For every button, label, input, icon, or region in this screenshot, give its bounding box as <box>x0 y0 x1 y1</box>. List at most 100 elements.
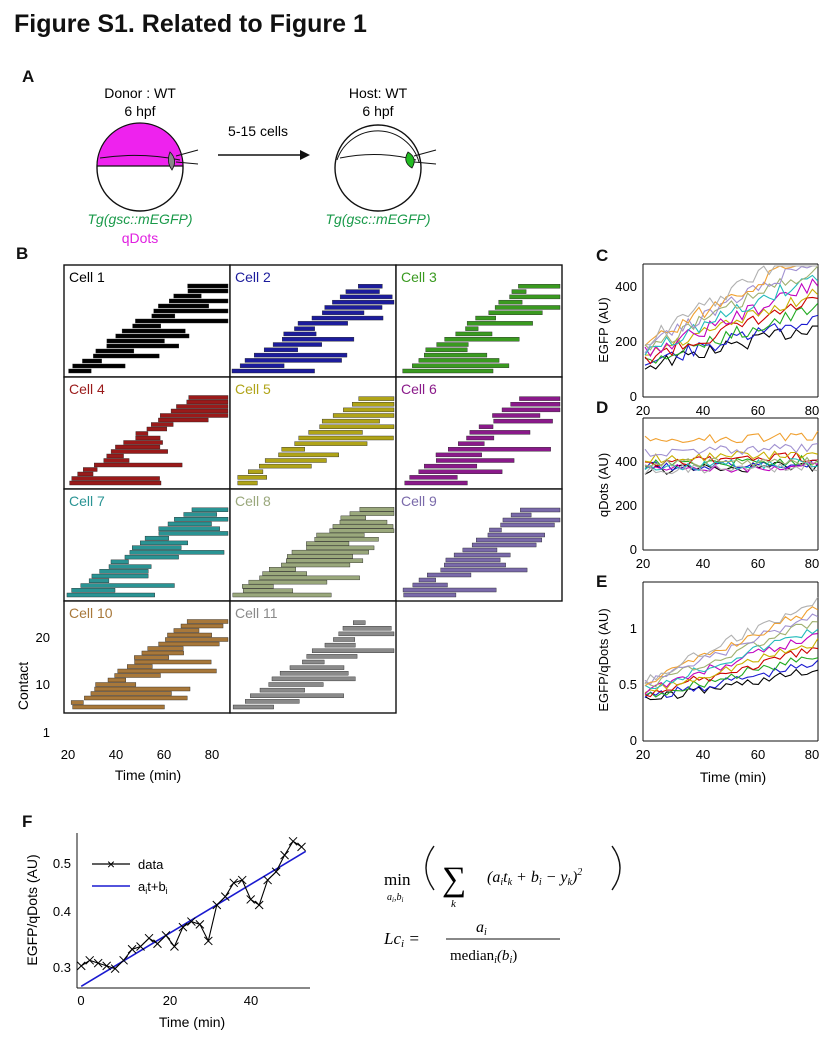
contact-bar <box>70 700 84 705</box>
contact-bar <box>412 582 448 588</box>
c-ytick-400: 400 <box>615 279 637 294</box>
f-ylabel: EGFP/qDots (AU) <box>24 854 40 965</box>
contact-bar <box>134 659 212 665</box>
trace-line <box>644 430 819 444</box>
legend-data-label: data <box>138 857 164 872</box>
d-ytick-0: 0 <box>630 542 637 557</box>
contact-bar <box>418 577 436 583</box>
contact-bar <box>412 363 510 368</box>
contact-bar <box>332 524 394 529</box>
donor-embryo <box>96 122 199 212</box>
contact-bar <box>121 328 186 334</box>
f-xtick-0: 0 <box>77 993 84 1008</box>
contact-bar <box>436 342 469 347</box>
contact-bar <box>476 537 543 543</box>
panel-c-traces <box>644 265 819 370</box>
contact-bar <box>107 677 126 683</box>
contact-bar <box>349 511 395 516</box>
contact-bar <box>242 588 294 593</box>
panel-label-d: D <box>596 398 609 417</box>
data-point <box>119 955 128 965</box>
contact-bar <box>279 671 349 676</box>
data-point <box>187 917 196 926</box>
contact-bar <box>186 619 229 624</box>
trace-line <box>644 325 818 370</box>
data-point <box>220 892 230 902</box>
contact-bar <box>324 305 383 310</box>
panel-c-axes <box>642 263 819 398</box>
contact-bar <box>427 572 472 578</box>
contact-bar <box>278 452 339 458</box>
contact-bar <box>425 347 468 353</box>
contact-bar <box>170 408 229 414</box>
contact-bar <box>158 641 220 647</box>
contact-bar <box>321 418 380 424</box>
contact-bar <box>139 540 189 546</box>
contact-bar <box>187 288 229 294</box>
contact-bar <box>342 626 392 631</box>
contact-bar <box>239 363 285 368</box>
trace-line <box>644 638 819 694</box>
cell-plot-6: Cell 6 <box>395 376 563 490</box>
contact-bar <box>510 512 532 518</box>
contact-bar <box>144 535 169 541</box>
contact-bar <box>329 528 395 533</box>
data-point <box>127 944 137 954</box>
contact-bar <box>462 547 498 553</box>
contact-bar <box>358 284 383 289</box>
contact-bar <box>440 567 528 573</box>
panel-label-a: A <box>22 67 35 86</box>
contact-bar <box>478 424 494 429</box>
contact-bar <box>289 665 345 670</box>
e-xtick-40: 40 <box>696 747 710 762</box>
cell-plot-4: Cell 4 <box>63 376 231 490</box>
cell-plot-1: Cell 1 <box>63 264 231 378</box>
panel-e-traces <box>644 596 819 701</box>
contact-bar <box>95 682 137 687</box>
f-ytick-0.4: 0.4 <box>53 904 71 919</box>
cell-plot-7: Cell 7 <box>63 488 231 602</box>
contact-bar <box>262 571 307 576</box>
e-xtick-80: 80 <box>805 747 819 762</box>
b-ytick-1: 1 <box>43 725 50 740</box>
trace-line <box>644 265 818 346</box>
d-xtick-80: 80 <box>805 556 819 571</box>
eq-min-subscript: ai,bi <box>387 892 403 904</box>
contact-bar <box>272 342 322 347</box>
d-ytick-200: 200 <box>615 498 637 513</box>
panel-label-b: B <box>16 244 29 263</box>
trace-line <box>644 621 818 688</box>
contact-bar <box>351 402 395 407</box>
contact-bar <box>158 303 209 309</box>
contact-bar <box>311 315 384 321</box>
b-xtick-40: 40 <box>109 747 123 762</box>
contact-bar <box>498 299 523 305</box>
contact-bar <box>444 562 506 568</box>
contact-bar <box>345 289 380 294</box>
contact-bar <box>319 424 395 429</box>
data-point <box>288 836 298 846</box>
host-label: Host: WT <box>349 85 408 101</box>
contact-bar <box>424 463 478 469</box>
contact-bar <box>248 469 264 474</box>
contact-bar <box>103 458 130 463</box>
contact-bar <box>448 447 551 452</box>
data-point <box>195 919 205 929</box>
contact-bar <box>77 471 94 477</box>
cell-plot-11: Cell 11 <box>229 600 397 714</box>
contact-bar <box>95 348 135 354</box>
c-ytick-0: 0 <box>630 389 637 404</box>
data-point <box>110 964 120 973</box>
contact-bar <box>259 687 305 693</box>
d-ytick-400: 400 <box>615 454 637 469</box>
contact-bar <box>91 573 149 579</box>
contact-bar <box>232 592 332 598</box>
contact-bar <box>494 305 561 310</box>
e-ytick-0.5: 0.5 <box>619 677 637 692</box>
donor-dye: qDots <box>122 230 159 246</box>
contact-bar <box>94 462 183 468</box>
contact-bar <box>158 526 220 531</box>
contact-bar <box>80 583 175 588</box>
panel-e-axes <box>642 581 819 742</box>
contact-bar <box>294 326 315 331</box>
